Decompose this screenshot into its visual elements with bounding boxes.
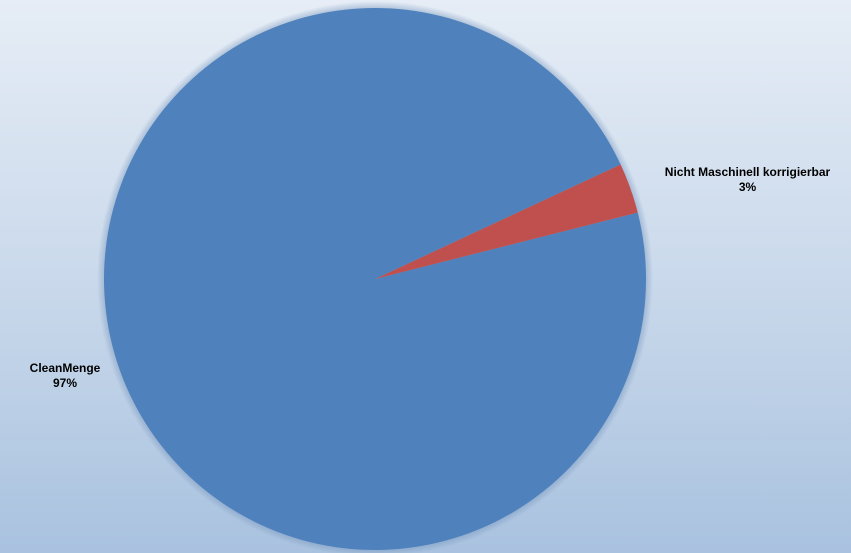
slice-label-cleanmenge: CleanMenge 97%: [5, 361, 125, 391]
slice-label-name: CleanMenge: [29, 361, 101, 375]
pie-slice-cleanmenge: [103, 7, 646, 550]
slice-label-percent: 97%: [52, 376, 78, 390]
pie-slice-nicht-maschinell-korrigierbar: [375, 164, 638, 279]
slice-label-name: Nicht Maschinell korrigierbar: [664, 165, 831, 179]
slice-label-nicht-maschinell-korrigierbar: Nicht Maschinell korrigierbar 3%: [640, 165, 851, 195]
slice-label-percent: 3%: [738, 180, 757, 194]
